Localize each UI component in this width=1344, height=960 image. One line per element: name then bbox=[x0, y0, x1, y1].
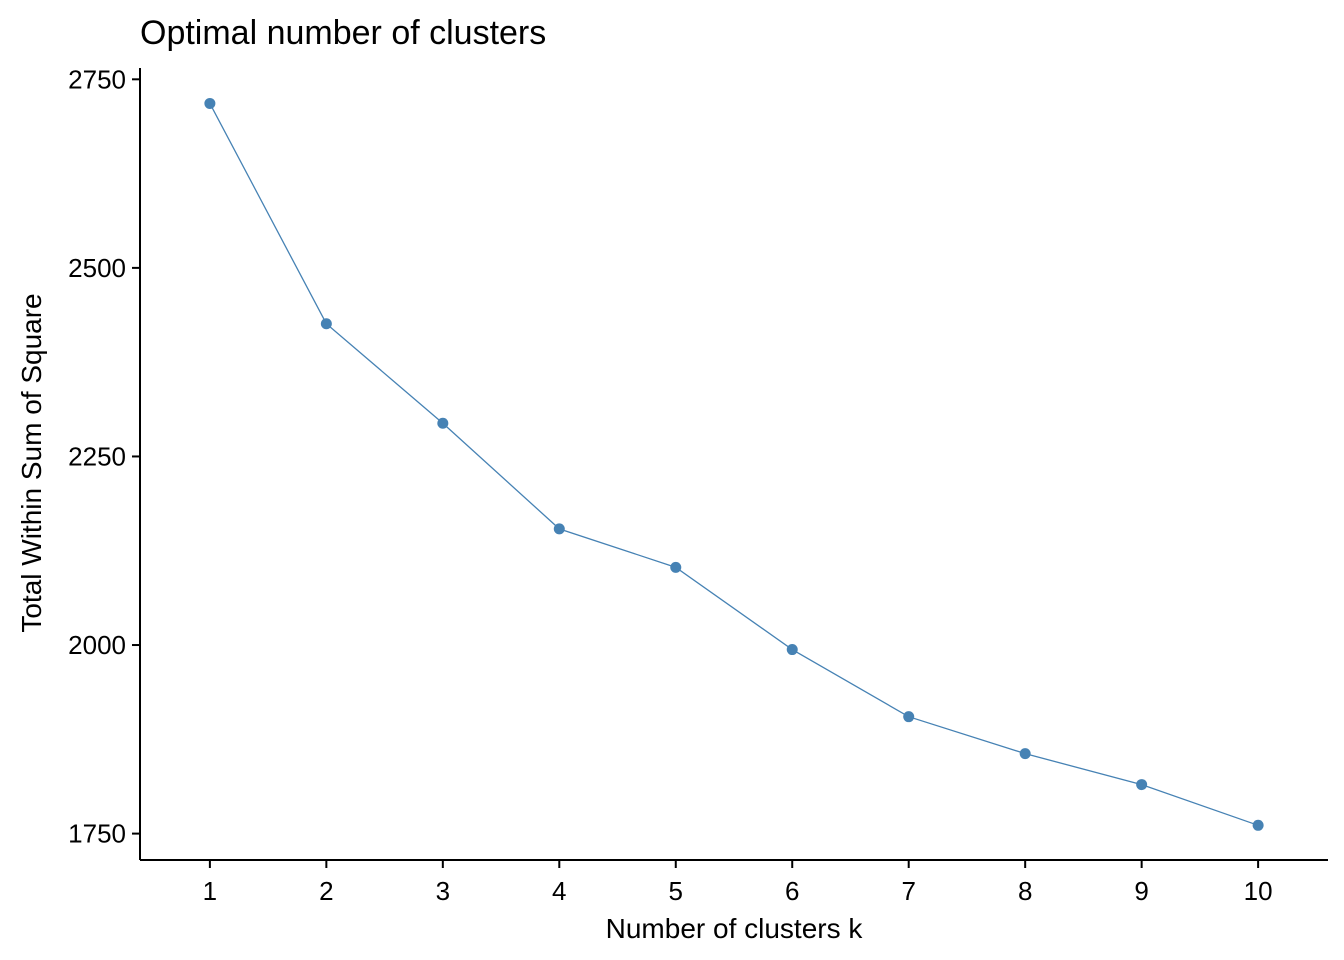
data-point bbox=[320, 318, 332, 330]
data-point bbox=[437, 417, 449, 429]
x-tick-label: 3 bbox=[436, 876, 450, 906]
x-tick-label: 2 bbox=[319, 876, 333, 906]
x-tick-label: 4 bbox=[552, 876, 566, 906]
series-line bbox=[209, 103, 1259, 826]
y-tick-label: 2000 bbox=[68, 630, 126, 660]
x-tick-label: 9 bbox=[1134, 876, 1148, 906]
data-point bbox=[204, 97, 216, 109]
y-tick-label: 1750 bbox=[68, 819, 126, 849]
data-point bbox=[1252, 819, 1264, 831]
data-point bbox=[903, 711, 915, 723]
x-tick-label: 6 bbox=[785, 876, 799, 906]
data-point bbox=[553, 523, 565, 535]
y-tick-label: 2250 bbox=[68, 441, 126, 471]
y-axis-label: Total Within Sum of Square bbox=[16, 293, 47, 632]
x-ticks: 1 2 3 4 5 6 7 8 9 10 bbox=[203, 860, 1273, 906]
series-wss bbox=[204, 97, 1264, 831]
data-points bbox=[204, 97, 1264, 831]
x-tick-label: 10 bbox=[1244, 876, 1273, 906]
y-ticks: 1750 2000 2250 2500 2750 bbox=[68, 64, 140, 849]
x-axis-label: Number of clusters k bbox=[606, 913, 864, 944]
x-tick-label: 1 bbox=[203, 876, 217, 906]
y-tick-label: 2500 bbox=[68, 253, 126, 283]
data-point bbox=[1136, 779, 1148, 791]
axes bbox=[139, 68, 1328, 861]
y-tick-label: 2750 bbox=[68, 64, 126, 94]
x-tick-label: 8 bbox=[1018, 876, 1032, 906]
x-tick-label: 7 bbox=[901, 876, 915, 906]
x-tick-label: 5 bbox=[669, 876, 683, 906]
data-point bbox=[1019, 748, 1031, 760]
data-point bbox=[786, 644, 798, 656]
data-point bbox=[670, 561, 682, 573]
chart-title: Optimal number of clusters bbox=[140, 14, 546, 52]
